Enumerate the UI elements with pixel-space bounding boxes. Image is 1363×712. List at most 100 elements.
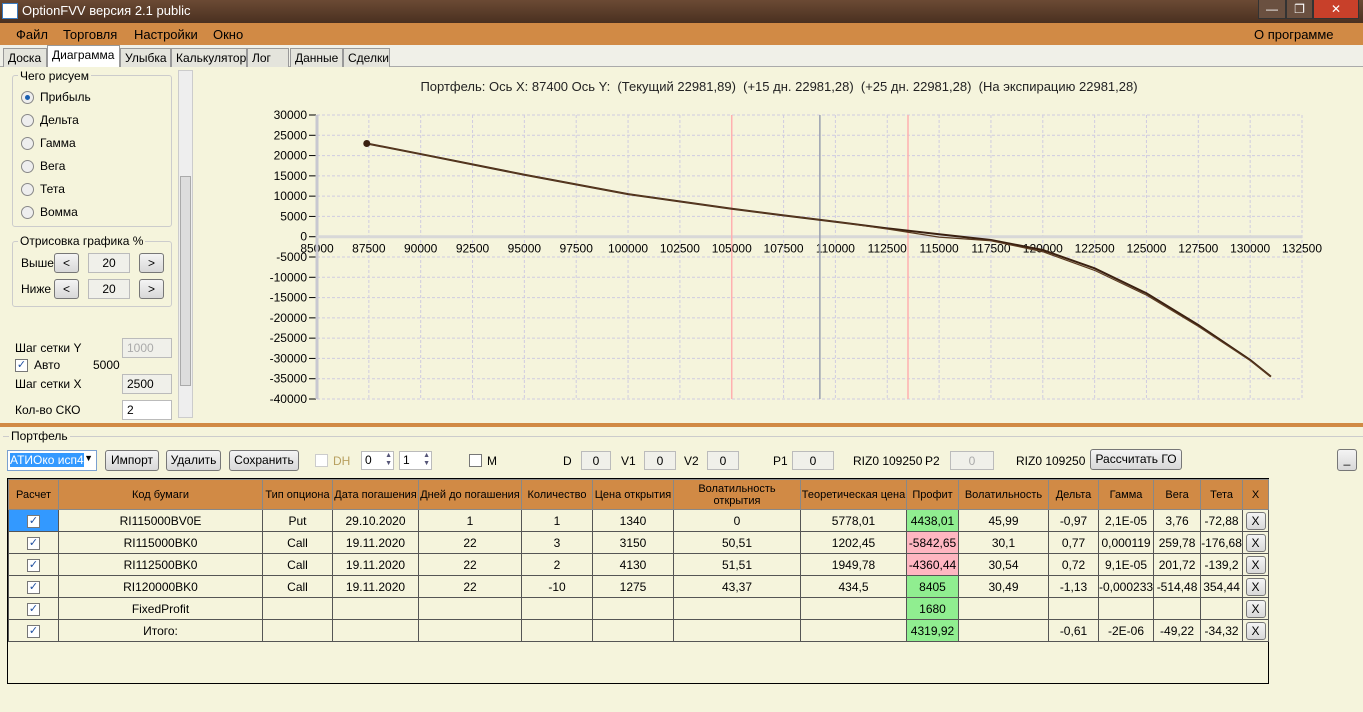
below-decrease-button[interactable]: < — [54, 279, 79, 299]
menu-trading[interactable]: Торговля — [63, 27, 118, 42]
radio-5[interactable] — [21, 206, 34, 219]
calc-checkbox-cell[interactable]: ✓ — [8, 553, 59, 576]
calc-checkbox[interactable]: ✓ — [27, 625, 40, 638]
menu-settings[interactable]: Настройки — [134, 27, 198, 42]
calc-checkbox[interactable]: ✓ — [27, 603, 40, 616]
calc-checkbox-cell[interactable]: ✓ — [8, 575, 59, 598]
column-header[interactable]: Профит — [906, 479, 959, 510]
radio-2[interactable] — [21, 137, 34, 150]
d-input[interactable]: 0 — [581, 451, 611, 470]
delete-button[interactable]: Удалить — [166, 450, 221, 471]
tab-log[interactable]: Лог — [247, 48, 289, 67]
p2-input[interactable]: 0 — [950, 451, 994, 470]
close-button[interactable]: ✕ — [1313, 0, 1359, 19]
tab-board[interactable]: Доска — [3, 48, 47, 67]
chevron-down-icon[interactable]: ▼ — [84, 453, 93, 463]
table-row[interactable]: ✓ Итого: 4319,92 -0,61 -2E-06 -49,22 -34,32 X — [8, 619, 1270, 642]
remove-row-button[interactable]: X — [1245, 577, 1266, 596]
m-checkbox[interactable] — [469, 454, 482, 467]
sko-input[interactable]: 2 — [122, 400, 172, 420]
calculate-go-button[interactable]: Рассчитать ГО — [1090, 449, 1182, 470]
grid-y-input[interactable]: 1000 — [122, 338, 172, 358]
portfolio-select[interactable]: АТИОко исп4 ▼ — [7, 450, 97, 471]
column-header[interactable]: Тип опциона — [262, 479, 333, 510]
column-header[interactable]: Количество — [521, 479, 593, 510]
left-panel-scrollbar[interactable] — [178, 70, 193, 418]
m-label: M — [487, 454, 497, 468]
column-header[interactable]: X — [1242, 479, 1270, 510]
tab-data[interactable]: Данные — [290, 48, 343, 67]
column-header[interactable]: Код бумаги — [58, 479, 263, 510]
column-header[interactable]: Волатильность — [958, 479, 1049, 510]
spin-arrows-icon[interactable]: ▲ ▼ — [423, 452, 430, 467]
table-row[interactable]: ✓ RI115000BK0 Call 19.11.2020 22 3 3150 50,51 12… — [8, 531, 1270, 554]
remove-row-button[interactable]: X — [1245, 621, 1266, 640]
remove-row-cell[interactable]: X — [1242, 509, 1270, 532]
calc-checkbox[interactable]: ✓ — [27, 515, 40, 528]
remove-row-cell[interactable]: X — [1242, 619, 1270, 642]
calc-checkbox[interactable]: ✓ — [27, 581, 40, 594]
table-row[interactable]: ✓ RI120000BK0 Call 19.11.2020 22 -10 1275 43,37… — [8, 575, 1270, 598]
column-header[interactable]: Гамма — [1097, 479, 1155, 510]
table-cell: -72,88 — [1200, 509, 1244, 532]
p1-input[interactable]: 0 — [792, 451, 834, 470]
calc-checkbox-cell[interactable]: ✓ — [8, 531, 59, 554]
spin-arrows-icon[interactable]: ▲ ▼ — [385, 452, 392, 467]
menu-about[interactable]: О программе — [1254, 27, 1334, 42]
tab-deals[interactable]: Сделки — [343, 48, 390, 67]
calc-checkbox-cell[interactable]: ✓ — [8, 597, 59, 620]
calc-checkbox-cell[interactable]: ✓ — [8, 619, 59, 642]
v1-input[interactable]: 0 — [644, 451, 676, 470]
radio-1[interactable] — [21, 114, 34, 127]
remove-row-button[interactable]: X — [1245, 533, 1266, 552]
column-header[interactable]: Вега — [1153, 479, 1202, 510]
scroll-thumb[interactable] — [180, 176, 191, 386]
y-tick-label: -10000 — [270, 270, 308, 284]
table-row[interactable]: ✓ RI115000BV0E Put 29.10.2020 1 1 1340 0 5778,01… — [8, 509, 1270, 532]
radio-3[interactable] — [21, 160, 34, 173]
tab-calculator[interactable]: Калькулятор — [171, 48, 247, 67]
remove-row-cell[interactable]: X — [1242, 553, 1270, 576]
column-header[interactable]: Дата погашения — [332, 479, 419, 510]
v2-input[interactable]: 0 — [707, 451, 739, 470]
table-row[interactable]: ✓ FixedProfit 1680 X — [8, 597, 1270, 620]
minimize-button[interactable]: — — [1258, 0, 1286, 19]
menu-window[interactable]: Окно — [213, 27, 244, 42]
spinner-1[interactable]: 0 ▲ ▼ — [361, 451, 394, 470]
dh-checkbox[interactable] — [315, 454, 328, 467]
radio-0[interactable] — [21, 91, 34, 104]
column-header[interactable]: Расчет — [8, 479, 59, 510]
column-header[interactable]: Цена открытия — [592, 479, 674, 510]
column-header[interactable]: Тета — [1200, 479, 1244, 510]
remove-row-button[interactable]: X — [1245, 555, 1266, 574]
radio-4[interactable] — [21, 183, 34, 196]
above-decrease-button[interactable]: < — [54, 253, 79, 273]
import-button[interactable]: Импорт — [105, 450, 159, 471]
spinner-2[interactable]: 1 ▲ ▼ — [399, 451, 432, 470]
splitter[interactable] — [0, 423, 1363, 427]
remove-row-cell[interactable]: X — [1242, 575, 1270, 598]
below-increase-button[interactable]: > — [139, 279, 164, 299]
remove-row-button[interactable]: X — [1245, 511, 1266, 530]
tab-diagram[interactable]: Диаграмма — [47, 45, 120, 67]
auto-checkbox[interactable]: ✓ — [15, 359, 28, 372]
column-header[interactable]: Дней до погашения — [418, 479, 522, 510]
table-row[interactable]: ✓ RI112500BK0 Call 19.11.2020 22 2 4130 51,51 19… — [8, 553, 1270, 576]
remove-row-button[interactable]: X — [1245, 599, 1266, 618]
column-header[interactable]: Теоретическая цена — [800, 479, 907, 510]
column-header[interactable]: Дельта — [1048, 479, 1099, 510]
tab-smile[interactable]: Улыбка — [120, 48, 171, 67]
calc-checkbox-cell[interactable]: ✓ — [8, 509, 59, 532]
collapse-button[interactable]: _ — [1337, 449, 1357, 471]
calc-checkbox[interactable]: ✓ — [27, 559, 40, 572]
above-increase-button[interactable]: > — [139, 253, 164, 273]
remove-row-cell[interactable]: X — [1242, 531, 1270, 554]
calc-checkbox[interactable]: ✓ — [27, 537, 40, 550]
save-button[interactable]: Сохранить — [229, 450, 299, 471]
menu-file[interactable]: Файл — [16, 27, 48, 42]
d-label: D — [563, 454, 572, 468]
column-header[interactable]: Волатильность открытия — [673, 479, 801, 510]
remove-row-cell[interactable]: X — [1242, 597, 1270, 620]
maximize-button[interactable]: ❐ — [1286, 0, 1313, 19]
grid-x-input[interactable]: 2500 — [122, 374, 172, 394]
